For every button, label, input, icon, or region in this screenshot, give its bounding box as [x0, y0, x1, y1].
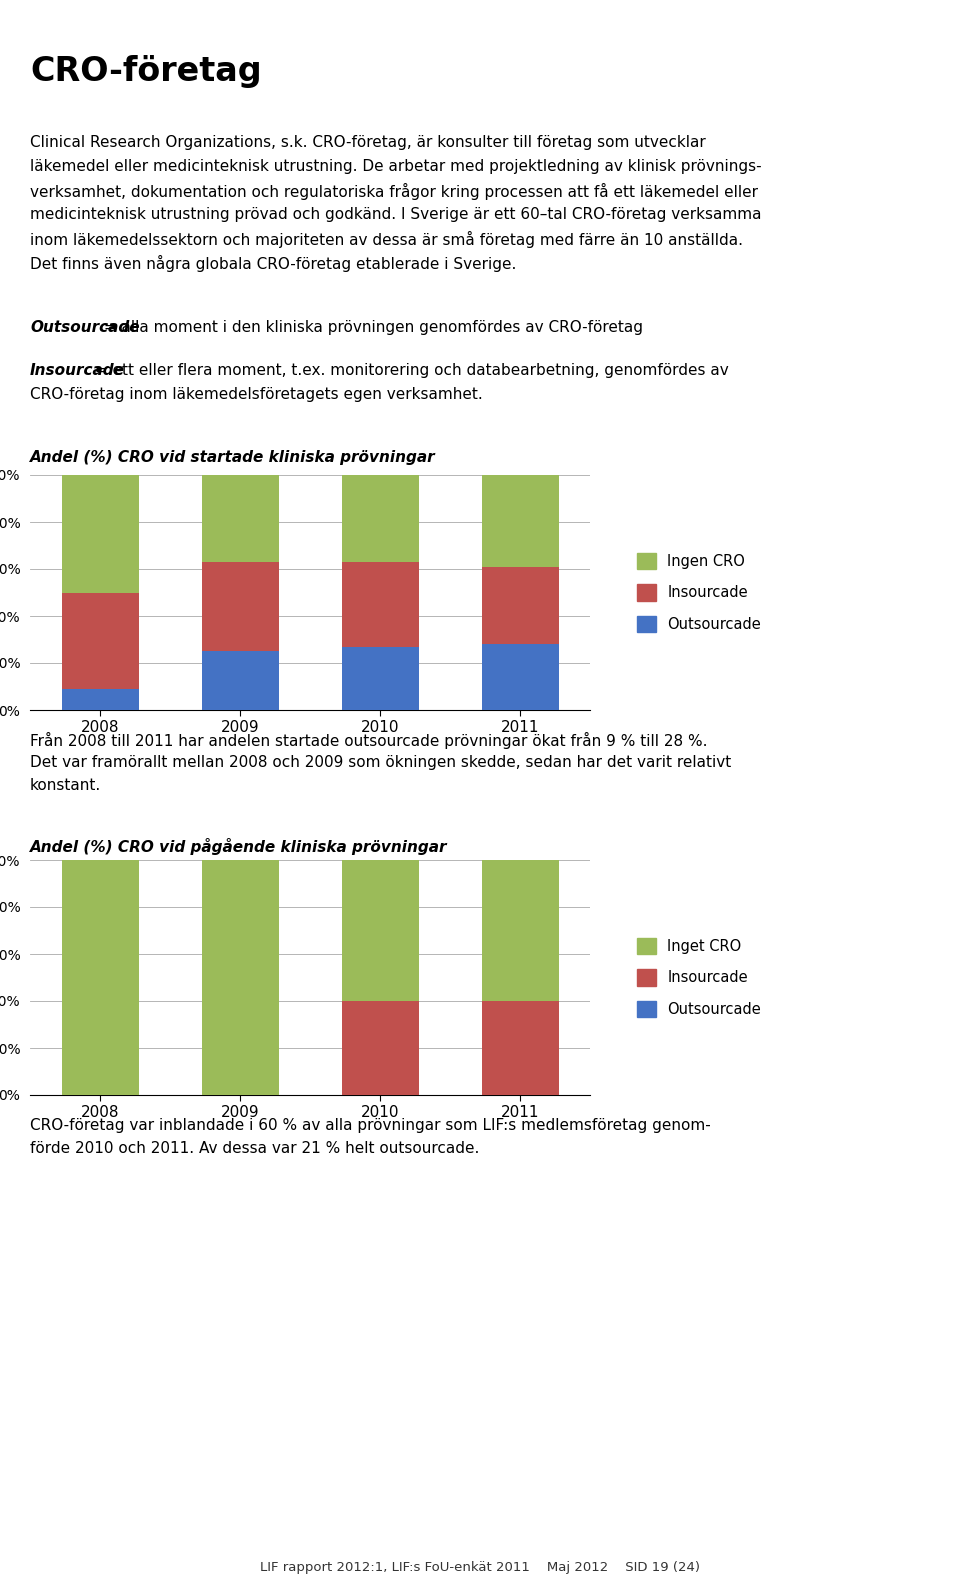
Text: inom läkemedelssektorn och majoriteten av dessa är små företag med färre än 10 a: inom läkemedelssektorn och majoriteten a… — [30, 230, 743, 248]
Text: Insourcade: Insourcade — [30, 364, 125, 378]
Bar — [342, 646, 419, 710]
Text: läkemedel eller medicinteknisk utrustning. De arbetar med projektledning av klin: läkemedel eller medicinteknisk utrustnin… — [30, 159, 761, 175]
Text: Outsourcade: Outsourcade — [30, 321, 139, 335]
Text: Andel (%) CRO vid startade kliniska prövningar: Andel (%) CRO vid startade kliniska pröv… — [30, 449, 436, 465]
Bar — [482, 645, 559, 710]
Bar — [482, 1000, 559, 1096]
Bar — [342, 562, 419, 646]
Bar — [202, 651, 278, 710]
Bar — [61, 861, 138, 1096]
Text: Andel (%) CRO vid pågående kliniska prövningar: Andel (%) CRO vid pågående kliniska pröv… — [30, 838, 447, 854]
Text: Det finns även några globala CRO-företag etablerade i Sverige.: Det finns även några globala CRO-företag… — [30, 256, 516, 272]
Text: = alla moment i den kliniska prövningen genomfördes av CRO-företag: = alla moment i den kliniska prövningen … — [99, 321, 643, 335]
Legend: Ingen CRO, Insourcade, Outsourcade: Ingen CRO, Insourcade, Outsourcade — [631, 546, 767, 638]
Text: konstant.: konstant. — [30, 778, 101, 792]
Bar — [61, 475, 138, 592]
Bar — [482, 861, 559, 1000]
Text: CRO-företag inom läkemedelsföretagets egen verksamhet.: CRO-företag inom läkemedelsföretagets eg… — [30, 387, 483, 402]
Text: CRO-företag: CRO-företag — [30, 56, 262, 87]
Text: förde 2010 och 2011. Av dessa var 21 % helt outsourcade.: förde 2010 och 2011. Av dessa var 21 % h… — [30, 1142, 479, 1156]
Bar — [342, 475, 419, 562]
Text: verksamhet, dokumentation och regulatoriska frågor kring processen att få ett lä: verksamhet, dokumentation och regulatori… — [30, 183, 758, 200]
Bar — [61, 592, 138, 689]
Text: Från 2008 till 2011 har andelen startade outsourcade prövningar ökat från 9 % ti: Från 2008 till 2011 har andelen startade… — [30, 732, 708, 750]
Bar — [202, 562, 278, 651]
Bar — [61, 689, 138, 710]
Text: Clinical Research Organizations, s.k. CRO-företag, är konsulter till företag som: Clinical Research Organizations, s.k. CR… — [30, 135, 706, 149]
Text: medicinteknisk utrustning prövad och godkänd. I Sverige är ett 60–tal CRO-företa: medicinteknisk utrustning prövad och god… — [30, 206, 761, 222]
Bar — [342, 861, 419, 1000]
Text: Det var framörallt mellan 2008 och 2009 som ökningen skedde, sedan har det varit: Det var framörallt mellan 2008 och 2009 … — [30, 754, 732, 770]
Bar — [482, 567, 559, 645]
Legend: Inget CRO, Insourcade, Outsourcade: Inget CRO, Insourcade, Outsourcade — [631, 932, 767, 1023]
Text: LIF rapport 2012:1, LIF:s FoU-enkät 2011    Maj 2012    SID 19 (24): LIF rapport 2012:1, LIF:s FoU-enkät 2011… — [260, 1561, 700, 1574]
Bar — [482, 475, 559, 567]
Text: = ett eller flera moment, t.ex. monitorering och databearbetning, genomfördes av: = ett eller flera moment, t.ex. monitore… — [90, 364, 730, 378]
Text: CRO-företag var inblandade i 60 % av alla prövningar som LIF:s medlemsföretag ge: CRO-företag var inblandade i 60 % av all… — [30, 1118, 710, 1132]
Bar — [342, 1000, 419, 1096]
Bar — [202, 475, 278, 562]
Bar — [202, 861, 278, 1096]
